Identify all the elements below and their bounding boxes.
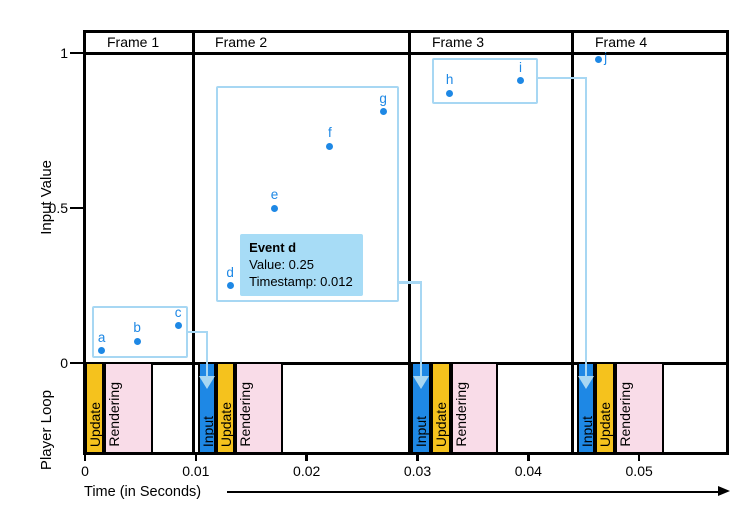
- player-loop-block-label: Update: [596, 401, 613, 447]
- player-loop-block-update: Update: [215, 362, 235, 454]
- data-point-label: i: [519, 59, 523, 75]
- time-axis-arrow-line: [227, 490, 719, 493]
- player-loop-block-update: Update: [85, 362, 104, 454]
- tooltip-title: Event d: [249, 240, 297, 256]
- x-tick-label: 0.03: [403, 463, 432, 479]
- group-connector-vertical: [205, 330, 209, 377]
- event-group-box: [215, 85, 399, 303]
- y-tick-label: 0: [60, 355, 68, 371]
- event-tooltip: Event d Value: 0.25 Timestamp: 0.012: [240, 234, 363, 297]
- y-tick-mark: [70, 361, 84, 365]
- data-point-label: h: [445, 72, 454, 88]
- x-tick-label: 0.05: [625, 463, 653, 479]
- x-tick-label: 0.01: [182, 463, 210, 479]
- x-tick-mark: [83, 453, 87, 461]
- data-point-a[interactable]: [98, 347, 106, 355]
- data-point-e[interactable]: [271, 204, 279, 212]
- group-connector-arrowhead-icon: [412, 376, 429, 389]
- player-loop-block-label: Rendering: [452, 382, 469, 447]
- group-connector-arrowhead-icon: [198, 376, 215, 389]
- x-tick-mark: [194, 453, 198, 461]
- frame-header-label: Frame 3: [431, 34, 485, 50]
- player-loop-block-label: Input: [200, 415, 217, 447]
- frame-header-label: Frame 1: [107, 34, 160, 50]
- player-loop-block-label: Input: [579, 415, 596, 447]
- band-bottom-border: [82, 451, 729, 455]
- event-group-box: [91, 305, 189, 359]
- frame-header-label: Frame 2: [215, 34, 268, 50]
- group-connector-horizontal: [398, 281, 423, 284]
- x-tick-mark: [527, 453, 530, 461]
- data-point-label: d: [226, 264, 234, 280]
- x-tick-mark: [416, 453, 419, 461]
- data-point-g[interactable]: [379, 108, 387, 116]
- x-axis-title: Time (in Seconds): [84, 484, 202, 500]
- data-point-b[interactable]: [133, 337, 141, 345]
- data-point-label: a: [97, 329, 106, 345]
- frame-boundary-line: [571, 29, 575, 455]
- player-loop-block-update: Update: [594, 362, 615, 454]
- group-connector-arrowhead-icon: [577, 376, 594, 389]
- frame-header-divider: [82, 51, 729, 55]
- frame-boundary-line: [408, 29, 412, 455]
- x-tick-mark: [305, 453, 308, 461]
- y-tick-label: 1: [60, 45, 68, 61]
- player-loop-block-label: Update: [87, 401, 103, 447]
- data-point-i[interactable]: [517, 77, 525, 85]
- plot-right-border: [725, 29, 729, 455]
- data-point-label: e: [270, 187, 279, 202]
- data-point-d[interactable]: [226, 282, 234, 289]
- player-loop-block-rendering: Rendering: [614, 362, 664, 454]
- player-loop-block-rendering: Rendering: [103, 362, 153, 454]
- player-loop-block-update: Update: [430, 362, 451, 454]
- zero-gridline: [82, 361, 729, 365]
- data-point-h[interactable]: [446, 89, 454, 97]
- data-point-label: j: [604, 50, 608, 66]
- data-point-j[interactable]: [594, 55, 602, 63]
- player-loop-block-label: Rendering: [105, 382, 122, 447]
- y-tick-mark: [70, 206, 84, 210]
- plot-top-border: [82, 29, 729, 33]
- player-loop-block-rendering: Rendering: [234, 362, 284, 454]
- x-tick-label: 0.04: [514, 463, 542, 479]
- group-connector-horizontal: [538, 76, 588, 80]
- data-point-c[interactable]: [174, 322, 182, 330]
- player-loop-block-label: Input: [412, 415, 429, 447]
- plot-left-border: [82, 29, 86, 455]
- data-point-f[interactable]: [326, 142, 334, 150]
- data-point-label: b: [133, 320, 141, 336]
- group-connector-vertical: [419, 281, 423, 377]
- x-tick-label: 0.02: [293, 463, 321, 479]
- player-loop-block-rendering: Rendering: [450, 362, 499, 454]
- group-connector-vertical: [584, 76, 588, 377]
- y-tick-mark: [70, 51, 84, 55]
- frame-header-label: Frame 4: [594, 34, 648, 50]
- tooltip-line: Value: 0.25: [249, 257, 314, 273]
- player-loop-block-label: Update: [432, 401, 449, 447]
- event-group-box: [431, 57, 539, 104]
- tooltip-line: Timestamp: 0.012: [249, 274, 353, 290]
- player-loop-block-label: Update: [217, 401, 234, 447]
- data-point-label: g: [379, 90, 387, 106]
- data-point-label: f: [328, 125, 332, 140]
- player-loop-block-label: Rendering: [616, 382, 633, 447]
- x-tick-mark: [637, 453, 641, 461]
- y-tick-label: 0.5: [48, 200, 68, 216]
- group-connector-horizontal: [187, 330, 209, 334]
- time-axis-arrow-head: [718, 486, 730, 497]
- player-loop-block-label: Rendering: [236, 382, 253, 447]
- frame-boundary-line: [191, 29, 195, 455]
- data-point-label: c: [174, 304, 182, 320]
- x-tick-label: 0: [81, 463, 89, 479]
